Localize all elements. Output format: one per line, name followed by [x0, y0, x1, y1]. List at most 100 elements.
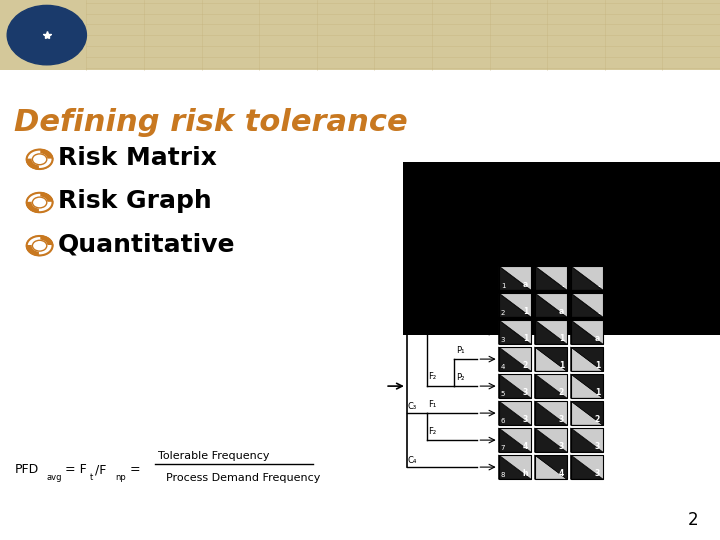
Polygon shape [498, 293, 531, 317]
Bar [498, 401, 531, 426]
Polygon shape [498, 320, 531, 345]
Polygon shape [534, 455, 567, 480]
Text: F₂: F₂ [428, 372, 436, 381]
Text: Risk Graph: Risk Graph [58, 190, 212, 213]
Bar [534, 455, 567, 480]
Text: .: . [598, 280, 600, 288]
Polygon shape [498, 374, 531, 399]
Polygon shape [40, 159, 53, 169]
Polygon shape [534, 293, 567, 317]
Polygon shape [27, 202, 40, 212]
Bar [571, 374, 603, 399]
Text: t: t [90, 474, 94, 482]
Text: 2: 2 [595, 415, 600, 423]
Polygon shape [498, 455, 531, 480]
Polygon shape [498, 347, 531, 372]
Bar [0, 0, 720, 70]
Text: C₁: C₁ [410, 267, 420, 276]
Bar [534, 347, 567, 372]
Bar [498, 293, 531, 317]
Text: P₂: P₂ [456, 373, 464, 382]
Circle shape [27, 193, 53, 212]
Polygon shape [571, 401, 603, 426]
Text: F₁: F₁ [428, 291, 436, 300]
Text: 2: 2 [501, 309, 505, 315]
Text: Quantitative: Quantitative [58, 233, 235, 256]
Text: /F: /F [95, 463, 107, 476]
Circle shape [32, 154, 47, 165]
Polygon shape [571, 293, 603, 317]
Text: PFD: PFD [14, 463, 39, 476]
Polygon shape [498, 428, 531, 453]
Polygon shape [534, 320, 567, 345]
Text: Process Demand Frequency: Process Demand Frequency [166, 473, 320, 483]
Bar [403, 162, 720, 335]
Polygon shape [571, 320, 603, 345]
Text: 1: 1 [501, 282, 505, 288]
Polygon shape [534, 266, 567, 291]
Bar [571, 293, 603, 317]
Text: 3: 3 [523, 388, 528, 396]
Polygon shape [498, 401, 531, 426]
Text: a: a [559, 307, 564, 315]
Bar [571, 428, 603, 453]
Polygon shape [534, 320, 567, 345]
Text: Tolerable Frequency: Tolerable Frequency [158, 451, 270, 461]
Polygon shape [534, 401, 567, 426]
Bar [498, 455, 531, 480]
Polygon shape [571, 401, 603, 426]
Text: 3: 3 [559, 442, 564, 450]
Polygon shape [498, 293, 531, 317]
Polygon shape [27, 193, 40, 202]
Bar [571, 455, 603, 480]
Polygon shape [40, 236, 53, 246]
Text: 3: 3 [523, 415, 528, 423]
Polygon shape [571, 374, 603, 399]
Polygon shape [571, 374, 603, 399]
Polygon shape [27, 246, 40, 255]
Bar [571, 401, 603, 426]
Polygon shape [571, 455, 603, 480]
Text: 6: 6 [501, 417, 505, 423]
Text: .: . [562, 280, 564, 288]
Circle shape [32, 240, 47, 251]
Polygon shape [498, 374, 531, 399]
Text: a: a [523, 280, 528, 288]
Text: Risk Matrix: Risk Matrix [58, 146, 217, 170]
Text: 3: 3 [595, 469, 600, 477]
Polygon shape [534, 293, 567, 317]
Text: P₂: P₂ [456, 319, 464, 328]
Text: P₁: P₁ [456, 292, 464, 301]
Polygon shape [498, 347, 531, 372]
Bar [571, 320, 603, 345]
Bar [571, 347, 603, 372]
Bar [498, 374, 531, 399]
Text: F₁: F₁ [428, 400, 436, 409]
Polygon shape [571, 347, 603, 372]
Text: =: = [126, 463, 140, 476]
Polygon shape [27, 150, 40, 159]
Text: C₂: C₂ [408, 321, 417, 330]
Bar [534, 293, 567, 317]
Circle shape [7, 5, 86, 65]
Text: 1: 1 [523, 307, 528, 315]
Text: 2: 2 [688, 511, 698, 529]
Text: 4: 4 [501, 363, 505, 369]
Text: avg: avg [47, 474, 63, 482]
Polygon shape [27, 236, 40, 246]
Text: 3: 3 [501, 336, 505, 342]
Polygon shape [571, 347, 603, 372]
Text: W1: W1 [578, 253, 595, 263]
Text: C₃: C₃ [408, 402, 417, 411]
Text: 3: 3 [595, 442, 600, 450]
Text: h: h [523, 469, 528, 477]
Bar [498, 428, 531, 453]
Polygon shape [40, 246, 53, 255]
Polygon shape [498, 455, 531, 480]
Text: 3: 3 [559, 415, 564, 423]
Text: 2: 2 [523, 361, 528, 369]
Polygon shape [498, 428, 531, 453]
Polygon shape [534, 455, 567, 480]
Polygon shape [40, 150, 53, 159]
Text: 4: 4 [523, 442, 528, 450]
